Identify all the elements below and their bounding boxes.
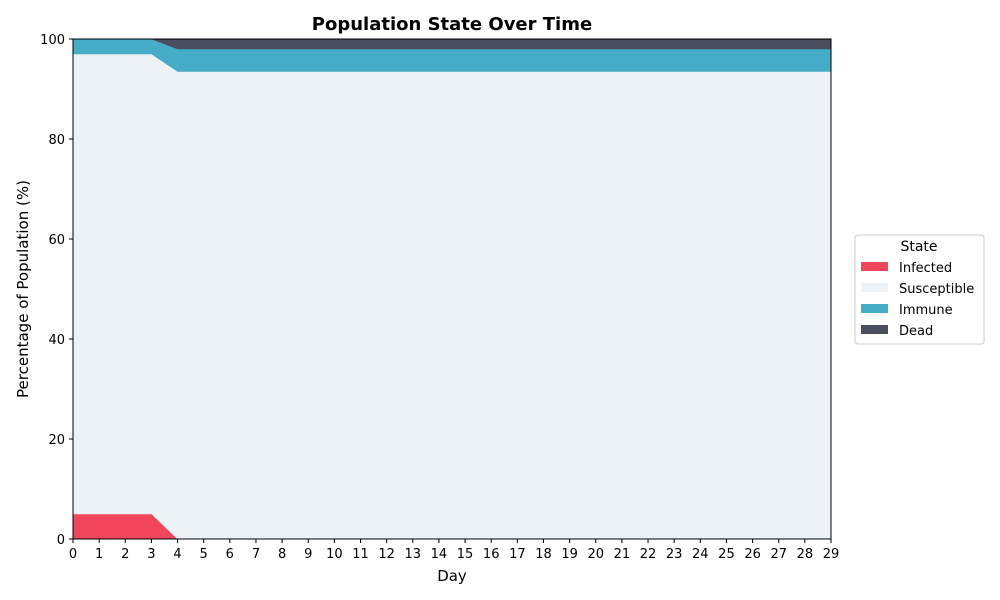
x-tick-label: 17 (509, 547, 526, 562)
x-tick-label: 7 (252, 547, 260, 562)
x-tick-label: 6 (226, 547, 234, 562)
chart-title: Population State Over Time (312, 14, 592, 35)
x-tick-label: 25 (718, 547, 735, 562)
legend-label-susceptible: Susceptible (899, 282, 974, 297)
legend-items: Infected Susceptible Immune Dead (861, 261, 974, 339)
y-axis-title: Percentage of Population (%) (14, 180, 32, 398)
x-tick-label: 29 (823, 547, 840, 562)
x-tick-label: 20 (587, 547, 604, 562)
x-tick-label: 27 (770, 547, 787, 562)
x-tick-label: 14 (431, 547, 448, 562)
x-tick-label: 11 (352, 547, 369, 562)
x-tick-label: 2 (121, 547, 129, 562)
legend-swatch-susceptible (861, 283, 888, 292)
legend-swatch-immune (861, 304, 888, 313)
x-tick-label: 16 (483, 547, 500, 562)
x-tick-label: 24 (692, 547, 709, 562)
x-axis-title: Day (437, 567, 467, 585)
x-tick-label: 10 (326, 547, 343, 562)
x-tick-label: 4 (173, 547, 181, 562)
areas-layer (72, 38, 832, 540)
y-tick-label: 20 (48, 433, 65, 448)
x-tick-label: 1 (95, 547, 103, 562)
legend-swatch-infected (861, 262, 888, 271)
x-tick-label: 18 (535, 547, 552, 562)
y-tick-label: 40 (48, 333, 65, 348)
legend-label-dead: Dead (899, 324, 933, 339)
x-tick-label: 0 (69, 547, 77, 562)
legend-label-infected: Infected (899, 261, 952, 276)
x-tick-label: 9 (304, 547, 312, 562)
x-tick-label: 13 (405, 547, 422, 562)
y-tick-label: 80 (48, 133, 65, 148)
x-tick-label: 26 (744, 547, 761, 562)
x-tick-label: 3 (147, 547, 155, 562)
x-tick-label: 21 (614, 547, 631, 562)
x-tick-label: 23 (666, 547, 683, 562)
x-tick-label: 5 (200, 547, 208, 562)
legend-title: State (900, 239, 937, 255)
x-axis: 0 1 2 3 4 5 6 7 8 9 10 11 12 13 14 15 16 17 18 19 20 21 22 23 24… (69, 539, 839, 562)
legend-label-immune: Immune (899, 303, 953, 318)
x-tick-label: 22 (640, 547, 657, 562)
legend-swatch-dead (861, 325, 888, 334)
y-tick-label: 60 (48, 233, 65, 248)
legend: State Infected Susceptible Immune Dead (854, 234, 985, 345)
x-tick-label: 19 (561, 547, 578, 562)
x-tick-label: 28 (797, 547, 814, 562)
y-tick-label: 0 (57, 533, 65, 548)
x-tick-label: 8 (278, 547, 286, 562)
area-series-susceptible (72, 53, 832, 540)
x-tick-label: 15 (457, 547, 474, 562)
area-series-dead (73, 38, 832, 50)
y-tick-label: 100 (40, 33, 65, 48)
y-axis: 0 20 40 60 80 100 (40, 33, 73, 548)
x-tick-label: 12 (378, 547, 395, 562)
plot-frame (72, 38, 832, 540)
